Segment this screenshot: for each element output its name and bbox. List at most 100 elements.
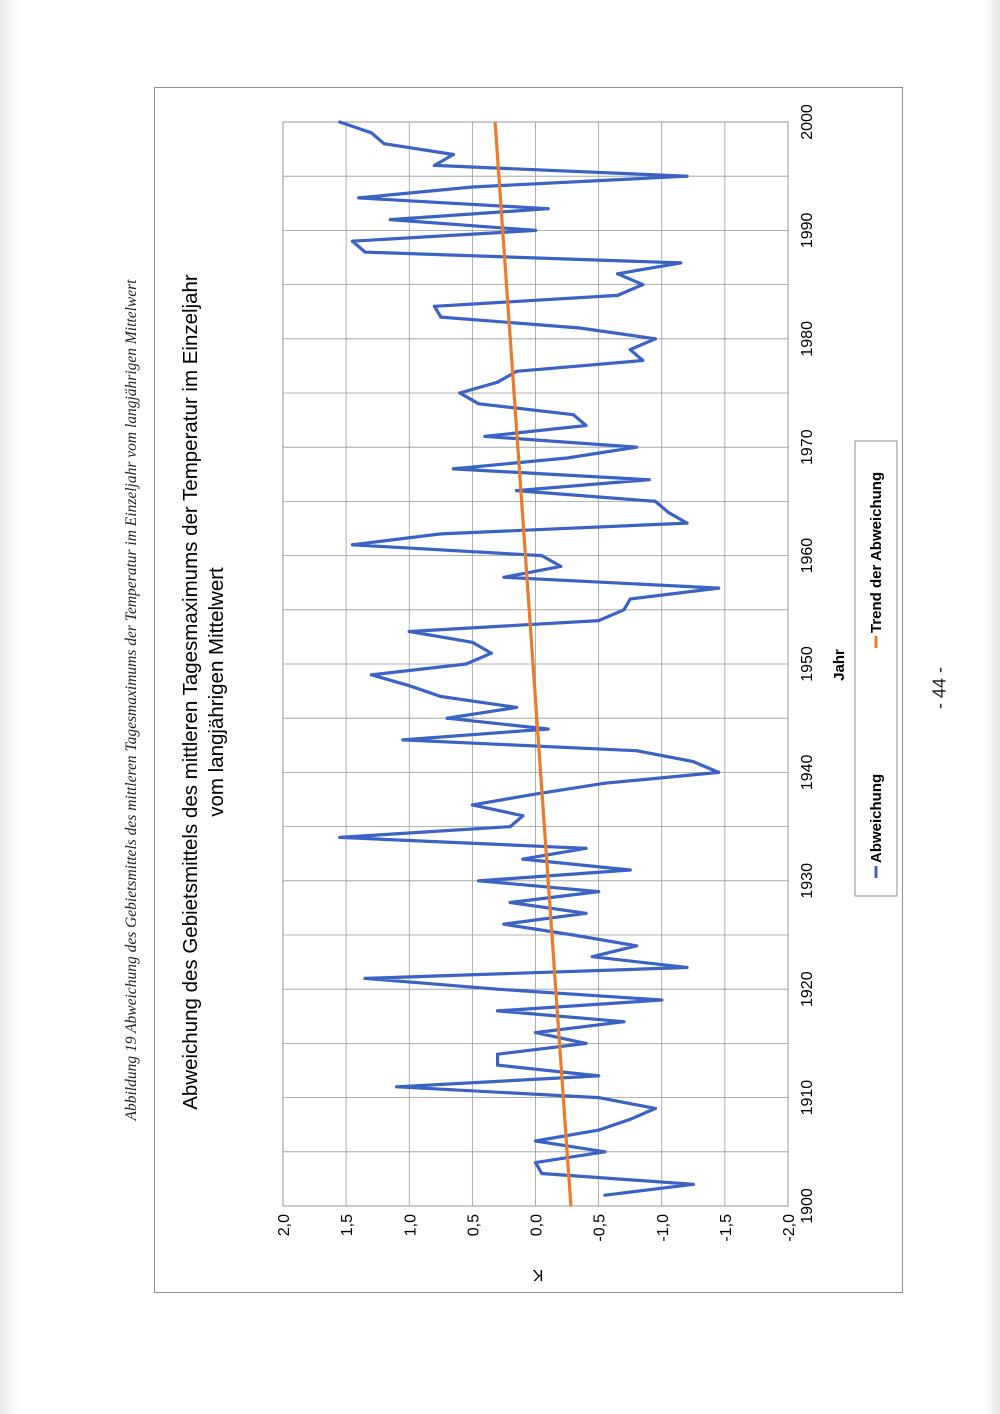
data-point-abweichung — [685, 521, 689, 525]
data-point-abweichung — [445, 716, 449, 720]
page-right-edge-shadow — [984, 0, 1000, 1414]
chart-rotated-group: 2,0 1,5 1,0 0,5 0,0 -0,5 -1,0 -1,5 -2,0 1900 1910… — [179, 104, 898, 1283]
data-point-abweichung — [628, 1117, 632, 1121]
data-point-abweichung — [565, 456, 569, 460]
data-point-abweichung — [685, 965, 689, 970]
data-point-abweichung — [584, 911, 588, 915]
data-point-abweichung — [496, 380, 500, 384]
data-point-abweichung — [451, 467, 456, 471]
data-point-abweichung — [571, 933, 575, 937]
data-point-abweichung — [641, 282, 645, 287]
data-point-abweichung — [691, 759, 695, 764]
x-tick-label: 1960 — [799, 538, 816, 574]
data-point-abweichung — [546, 727, 550, 731]
y-tick-label: 0,5 — [465, 1214, 482, 1236]
y-tick-label: -1,0 — [655, 1214, 672, 1242]
legend-label-abweichung: Abweichung — [868, 774, 885, 863]
x-tick-label: 1980 — [799, 321, 816, 357]
data-point-abweichung — [521, 857, 525, 861]
data-point-abweichung — [464, 662, 468, 666]
data-point-abweichung — [458, 391, 462, 395]
data-point-abweichung — [628, 868, 632, 872]
x-tick-label: 1910 — [799, 1080, 816, 1116]
data-point-abweichung — [628, 348, 632, 352]
data-point-abweichung — [338, 835, 342, 840]
data-point-abweichung — [514, 369, 519, 373]
data-point-abweichung — [350, 239, 355, 243]
data-point-abweichung — [716, 770, 721, 774]
data-point-abweichung — [508, 900, 512, 905]
data-point-abweichung — [533, 228, 538, 232]
y-tick-label: 2,0 — [276, 1214, 293, 1236]
data-point-abweichung — [514, 488, 519, 493]
series-layer — [338, 120, 721, 1207]
data-point-abweichung — [439, 315, 443, 319]
x-tick-label: 2000 — [799, 104, 816, 140]
data-point-abweichung — [634, 749, 639, 753]
data-point-abweichung — [363, 976, 367, 980]
data-point-abweichung — [496, 987, 500, 991]
data-point-abweichung — [363, 250, 367, 254]
x-tick-label: 1920 — [799, 971, 816, 1007]
data-point-abweichung — [350, 543, 355, 547]
data-point-abweichung — [660, 998, 664, 1002]
y-tick-label: -0,5 — [592, 1214, 609, 1242]
x-tick-label: 1990 — [799, 213, 816, 249]
data-point-abweichung — [622, 608, 626, 612]
x-tick-label: 1970 — [799, 429, 816, 465]
series-line-trend — [493, 121, 573, 1207]
data-point-abweichung — [590, 955, 594, 959]
data-point-abweichung — [502, 575, 506, 579]
data-point-abweichung — [521, 814, 525, 818]
data-point-abweichung — [716, 586, 721, 590]
data-point-abweichung — [439, 532, 443, 536]
data-point-abweichung — [685, 174, 689, 178]
legend-label-trend: Trend der Abweichung — [868, 472, 885, 633]
page-number: - 44 - — [929, 666, 950, 710]
data-point-abweichung — [470, 803, 474, 807]
data-point-abweichung — [584, 846, 588, 850]
data-point-abweichung — [338, 120, 342, 124]
chart-title-line1: Abweichung des Gebietsmittels des mittle… — [179, 274, 202, 1110]
x-tick-label: 1930 — [799, 863, 816, 899]
y-tick-labels: 2,0 1,5 1,0 0,5 0,0 -0,5 -1,0 -1,5 -2,0 — [276, 1214, 798, 1242]
data-point-abweichung — [514, 705, 519, 709]
y-tick-label: 1,0 — [402, 1214, 419, 1236]
data-point-abweichung — [584, 423, 588, 428]
data-point-abweichung — [666, 510, 670, 514]
data-point-abweichung — [603, 1193, 607, 1197]
data-point-abweichung — [597, 619, 601, 623]
data-point-abweichung — [388, 217, 392, 222]
data-point-abweichung — [597, 1128, 601, 1132]
data-point-abweichung — [679, 261, 683, 265]
x-tick-label: 1900 — [799, 1188, 816, 1224]
chart-title-line2: vom langjährigen Mittelwert — [205, 567, 228, 817]
data-point-abweichung — [571, 413, 575, 417]
data-point-abweichung — [407, 629, 411, 634]
y-tick-label: 0,0 — [529, 1214, 546, 1236]
data-point-abweichung — [470, 640, 474, 644]
data-point-abweichung — [432, 163, 437, 167]
data-point-abweichung — [597, 1096, 601, 1100]
data-point-abweichung — [508, 824, 512, 829]
data-point-abweichung — [628, 597, 632, 601]
grid-lines — [282, 121, 789, 1207]
data-point-abweichung — [615, 272, 620, 276]
y-tick-label: 1,5 — [339, 1214, 356, 1236]
data-point-abweichung — [369, 131, 373, 135]
data-point-abweichung — [653, 337, 658, 341]
x-tick-label: 1950 — [799, 646, 816, 682]
data-point-abweichung — [634, 445, 639, 449]
data-point-abweichung — [407, 684, 411, 688]
data-point-abweichung — [496, 1063, 500, 1067]
x-tick-labels: 1900 1910 1920 1930 1940 1950 1960 1970 1980 1990… — [799, 104, 816, 1224]
series-line-abweichung — [338, 120, 721, 1197]
data-point-abweichung — [597, 1074, 601, 1078]
plot-area-border — [282, 121, 789, 1207]
y-axis-label: K — [532, 1266, 543, 1283]
data-point-abweichung — [533, 1030, 538, 1035]
y-tick-label: -2,0 — [781, 1214, 798, 1242]
data-point-abweichung — [603, 781, 607, 785]
data-point-abweichung — [653, 499, 658, 503]
